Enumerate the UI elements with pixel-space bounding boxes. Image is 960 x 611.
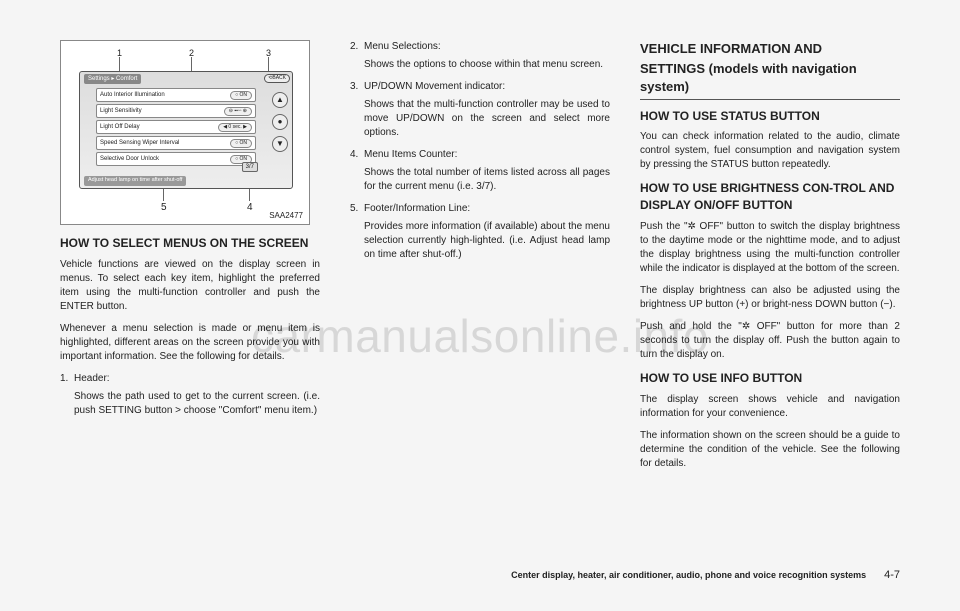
figure-row-label: Selective Door Unlock	[100, 155, 230, 163]
up-icon: ▲	[272, 92, 288, 108]
body-text: Whenever a menu selection is made or men…	[60, 322, 320, 364]
list-body: Shows the total number of items listed a…	[364, 166, 610, 194]
figure-counter: 3/7	[242, 162, 258, 172]
body-text: The information shown on the screen shou…	[640, 429, 900, 471]
figure-row-ctrl: ○ ON	[230, 91, 252, 100]
numbered-list: 2.Menu Selections: Shows the options to …	[350, 40, 610, 262]
list-number: 4.	[350, 148, 364, 162]
list-item: 4.Menu Items Counter: Shows the total nu…	[350, 148, 610, 194]
list-body: Shows the options to choose within that …	[364, 58, 610, 72]
list-body: Provides more information (if available)…	[364, 220, 610, 262]
list-item: 2.Menu Selections: Shows the options to …	[350, 40, 610, 72]
figure-row: Selective Door Unlock○ ON	[96, 152, 256, 166]
list-item: 5.Footer/Information Line: Provides more…	[350, 202, 610, 262]
callout-4: 4	[247, 201, 253, 215]
list-number: 1.	[60, 372, 74, 386]
footer-page-number: 4-7	[884, 569, 900, 581]
figure-row-label: Light Off Delay	[100, 123, 218, 131]
enter-icon: ●	[272, 114, 288, 130]
callout-line	[191, 57, 192, 71]
figure-footer-line: Adjust head lamp on time after shut-off	[84, 176, 186, 186]
list-item: 3.UP/DOWN Movement indicator: Shows that…	[350, 80, 610, 140]
list-item: 1.Header: Shows the path used to get to …	[60, 372, 320, 418]
footer-section: Center display, heater, air conditioner,…	[511, 570, 866, 580]
settings-screen-figure: 1 2 3 Settings ▸ Comfort ⟲BACK Auto Inte…	[60, 40, 310, 225]
list-number: 5.	[350, 202, 364, 216]
body-text: Push and hold the "✲ OFF" button for mor…	[640, 320, 900, 362]
figure-row: Light Sensitivity⊖ ▪▪▫▫ ⊕	[96, 104, 256, 118]
figure-breadcrumb: Settings ▸ Comfort	[84, 74, 141, 84]
figure-row: Speed Sensing Wiper Interval○ ON	[96, 136, 256, 150]
list-number: 2.	[350, 40, 364, 54]
figure-row: Light Off Delay◀ 0 sec. ▶	[96, 120, 256, 134]
figure-row-label: Auto Interior Illumination	[100, 91, 230, 99]
callout-5: 5	[161, 201, 167, 215]
list-title: Footer/Information Line:	[364, 203, 470, 214]
list-body: Shows the path used to get to the curren…	[74, 390, 320, 418]
heading-info-button: HOW TO USE INFO BUTTON	[640, 370, 900, 387]
figure-menu: Auto Interior Illumination○ ON Light Sen…	[96, 88, 256, 168]
body-text: The display brightness can also be adjus…	[640, 284, 900, 312]
figure-row-label: Light Sensitivity	[100, 107, 224, 115]
callout-line	[249, 189, 250, 201]
manual-page: 1 2 3 Settings ▸ Comfort ⟲BACK Auto Inte…	[0, 0, 960, 611]
heading-brightness: HOW TO USE BRIGHTNESS CON-TROL AND DISPL…	[640, 180, 900, 214]
body-text: You can check information related to the…	[640, 130, 900, 172]
figure-row: Auto Interior Illumination○ ON	[96, 88, 256, 102]
list-title: Header:	[74, 373, 110, 384]
body-text: The display screen shows vehicle and nav…	[640, 393, 900, 421]
body-text: Push the "✲ OFF" button to switch the di…	[640, 220, 900, 276]
list-title: Menu Items Counter:	[364, 149, 457, 160]
columns: 1 2 3 Settings ▸ Comfort ⟲BACK Auto Inte…	[60, 40, 900, 561]
callout-line	[268, 57, 269, 71]
figure-row-ctrl: ◀ 0 sec. ▶	[218, 123, 252, 132]
column-1: 1 2 3 Settings ▸ Comfort ⟲BACK Auto Inte…	[60, 40, 320, 561]
figure-row-ctrl: ○ ON	[230, 139, 252, 148]
heading-select-menus: HOW TO SELECT MENUS ON THE SCREEN	[60, 235, 320, 252]
body-text: Vehicle functions are viewed on the disp…	[60, 258, 320, 314]
figure-id: SAA2477	[269, 210, 303, 221]
down-icon: ▼	[272, 136, 288, 152]
figure-side-controls: ▲ ● ▼	[272, 92, 288, 152]
column-3: VEHICLE INFORMATION AND SETTINGS (models…	[640, 40, 900, 561]
callout-line	[119, 57, 120, 71]
figure-row-ctrl: ⊖ ▪▪▫▫ ⊕	[224, 107, 252, 116]
figure-back-button: ⟲BACK	[264, 74, 290, 83]
section-heading: SETTINGS (models with navigation system)	[640, 60, 900, 96]
list-title: Menu Selections:	[364, 41, 441, 52]
figure-screen: Settings ▸ Comfort ⟲BACK Auto Interior I…	[79, 71, 293, 189]
list-body: Shows that the multi-function controller…	[364, 98, 610, 140]
figure-row-label: Speed Sensing Wiper Interval	[100, 139, 230, 147]
list-title: UP/DOWN Movement indicator:	[364, 81, 505, 92]
section-heading: VEHICLE INFORMATION AND	[640, 40, 900, 58]
page-footer: Center display, heater, air conditioner,…	[60, 569, 900, 581]
heading-rule	[640, 99, 900, 100]
callout-line	[163, 189, 164, 201]
column-2: 2.Menu Selections: Shows the options to …	[350, 40, 610, 561]
numbered-list: 1.Header: Shows the path used to get to …	[60, 372, 320, 418]
heading-status-button: HOW TO USE STATUS BUTTON	[640, 108, 900, 125]
list-number: 3.	[350, 80, 364, 94]
